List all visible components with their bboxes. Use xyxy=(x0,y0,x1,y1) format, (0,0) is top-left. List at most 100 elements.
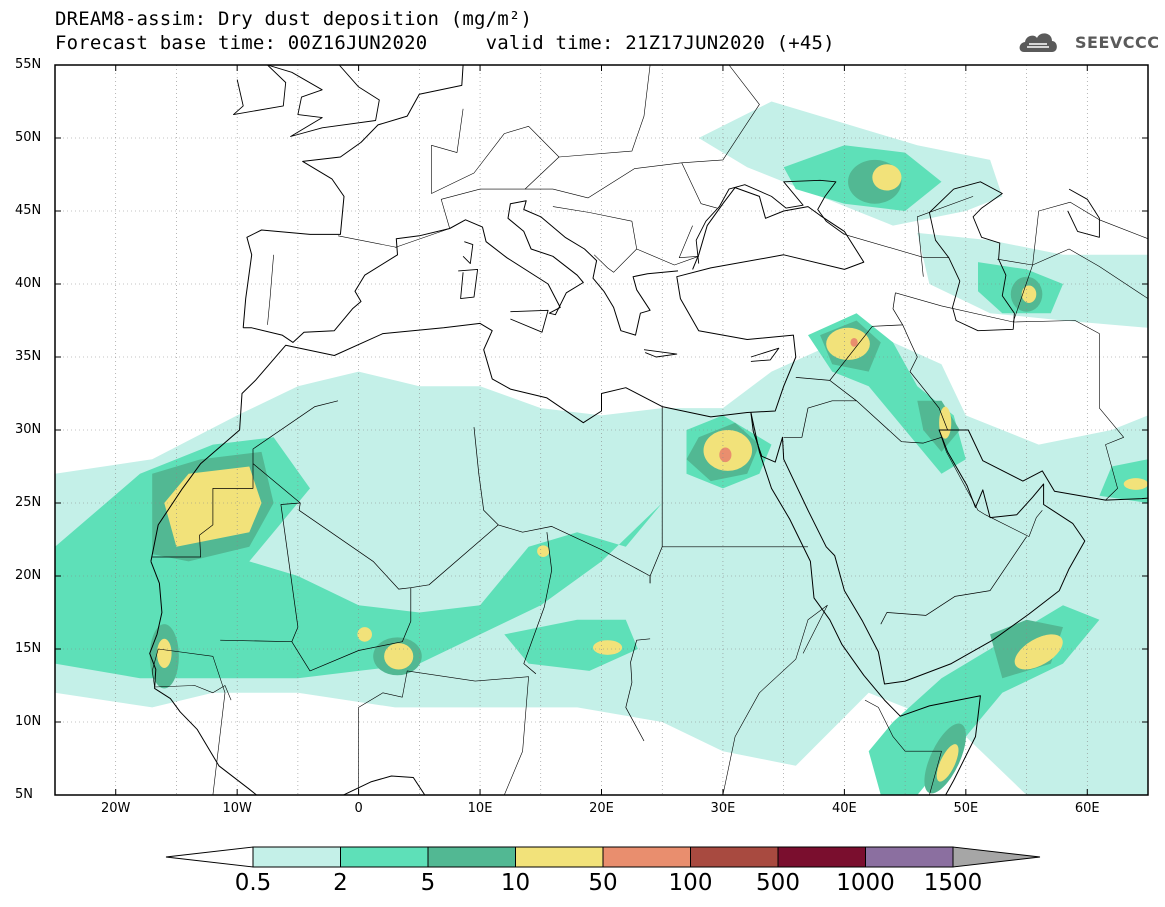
cloud-logo-icon xyxy=(1019,33,1057,52)
coastline-britain xyxy=(267,65,380,137)
lat-lon-grid xyxy=(55,65,1148,795)
colorbar-label: 1000 xyxy=(836,870,895,896)
coastline-gulf-of-guinea xyxy=(291,775,426,795)
border-libya-egypt xyxy=(649,406,663,584)
x-tick-label: 20W xyxy=(101,801,131,816)
dust-pakistan-10 xyxy=(1123,478,1148,490)
dust-egypt-50 xyxy=(719,447,732,463)
dust-syria-10 xyxy=(826,327,870,360)
colorbar-swatch xyxy=(865,846,954,868)
border-niger-chad xyxy=(523,532,553,675)
border-algeria-libya xyxy=(473,427,499,526)
colorbar-label: 2 xyxy=(333,870,348,896)
colorbar-swatch xyxy=(690,846,779,868)
coastline-sicily xyxy=(510,309,549,333)
border-russia-caspian xyxy=(917,196,974,277)
colorbar-label: 500 xyxy=(756,870,800,896)
y-tick-label: 55N xyxy=(15,57,42,72)
border-poland xyxy=(558,65,651,158)
colorbar-label: 1500 xyxy=(923,870,983,896)
y-tick-label: 20N xyxy=(15,568,42,583)
border-mali-mauritania xyxy=(280,502,301,642)
border-iraq-iran xyxy=(902,324,948,431)
coastline-black-sea-north xyxy=(695,179,845,264)
colorbar-swatch xyxy=(515,846,604,868)
coastline-cyprus xyxy=(750,347,780,362)
border-bulgaria xyxy=(636,225,699,266)
axis-ticks xyxy=(55,64,1148,796)
colorbar-label: 50 xyxy=(588,870,618,896)
logo-text: SEEVCCC xyxy=(1075,33,1160,52)
dust-senegal-10 xyxy=(157,638,172,668)
colorbar-label: 5 xyxy=(420,870,436,896)
y-tick-label: 25N xyxy=(15,495,42,510)
border-balkans-north xyxy=(525,162,717,209)
coastline-east-africa xyxy=(750,412,981,795)
border-morocco-algeria xyxy=(252,400,339,464)
deposition-field xyxy=(55,101,1148,795)
border-turkmenistan xyxy=(1012,248,1148,323)
border-ethiopia-somalia xyxy=(864,699,942,795)
x-tick-label: 0 xyxy=(354,801,363,816)
x-tick-label: 10W xyxy=(222,801,252,816)
border-nigeria xyxy=(358,670,529,795)
border-chad-sudan xyxy=(625,638,651,742)
y-tick-label: 30N xyxy=(15,422,42,437)
coastline-crete xyxy=(643,349,678,358)
border-kazakhstan xyxy=(997,201,1148,266)
border-western-sahara xyxy=(152,463,254,558)
colorbar-swatch xyxy=(602,846,691,868)
border-uae-oman xyxy=(1028,510,1043,537)
dust-arabian-sea-10 xyxy=(1014,634,1063,670)
dust-niger-10 xyxy=(384,643,414,670)
colorbar-under-arrow xyxy=(165,846,254,868)
x-tick-label: 10E xyxy=(467,801,493,816)
border-sudan-ethiopia xyxy=(722,604,828,795)
coastline-north-africa-mideast xyxy=(150,187,865,562)
y-tick-label: 50N xyxy=(15,130,42,145)
coastline-caspian-sea xyxy=(928,181,1015,332)
dust-russia-10 xyxy=(872,164,902,191)
dust-band-light xyxy=(55,342,1148,795)
border-sahara-south xyxy=(252,463,651,590)
colorbar-swatch xyxy=(777,846,866,868)
map-title: DREAM8-assim: Dry dust deposition (mg/m²… xyxy=(55,8,533,30)
colorbar-label: 10 xyxy=(500,870,531,896)
colorbar-swatch xyxy=(252,846,341,868)
map-subtitle-times: Forecast base time: 00Z16JUN2020 valid t… xyxy=(55,32,835,54)
colorbar-label: 100 xyxy=(668,870,713,896)
coastline-west-africa xyxy=(149,561,258,795)
x-tick-label: 60E xyxy=(1074,801,1100,816)
colorbar-swatch xyxy=(427,846,516,868)
dust-libya-10 xyxy=(537,545,550,558)
colorbar xyxy=(165,846,1041,868)
dust-turkmenistan-10 xyxy=(1021,285,1037,303)
border-iraq-saudi xyxy=(856,400,942,444)
dust-pakistan-medium xyxy=(1099,459,1148,503)
coastline-ireland xyxy=(233,65,287,116)
x-tick-label: 30E xyxy=(710,801,736,816)
dust-syria-50 xyxy=(850,338,858,347)
coastline-corsica xyxy=(462,241,474,265)
border-yemen-saudi xyxy=(880,536,1027,625)
border-jordan-saudi xyxy=(783,380,857,438)
y-tick-label: 35N xyxy=(15,349,42,364)
border-central-europe xyxy=(394,108,560,248)
border-iran-east xyxy=(895,292,1124,501)
coastline-red-sea-arabia xyxy=(750,412,1148,685)
coastline-sardinia xyxy=(458,268,479,300)
colorbar-label: 0.5 xyxy=(234,870,272,896)
y-tick-label: 5N xyxy=(15,787,33,802)
border-spain-portugal xyxy=(267,254,274,325)
dust-kuwait-10 xyxy=(939,406,952,439)
x-tick-label: 20E xyxy=(589,801,614,816)
border-mali xyxy=(220,587,412,672)
x-tick-label: 50E xyxy=(953,801,979,816)
dust-chad-10 xyxy=(593,640,623,655)
coastlines-borders xyxy=(149,65,1148,795)
coastline-aral-sea xyxy=(1067,188,1100,238)
border-syria-iraq-turkey xyxy=(795,292,904,381)
colorbar-swatch xyxy=(340,846,429,868)
x-tick-label: 40E xyxy=(831,801,857,816)
